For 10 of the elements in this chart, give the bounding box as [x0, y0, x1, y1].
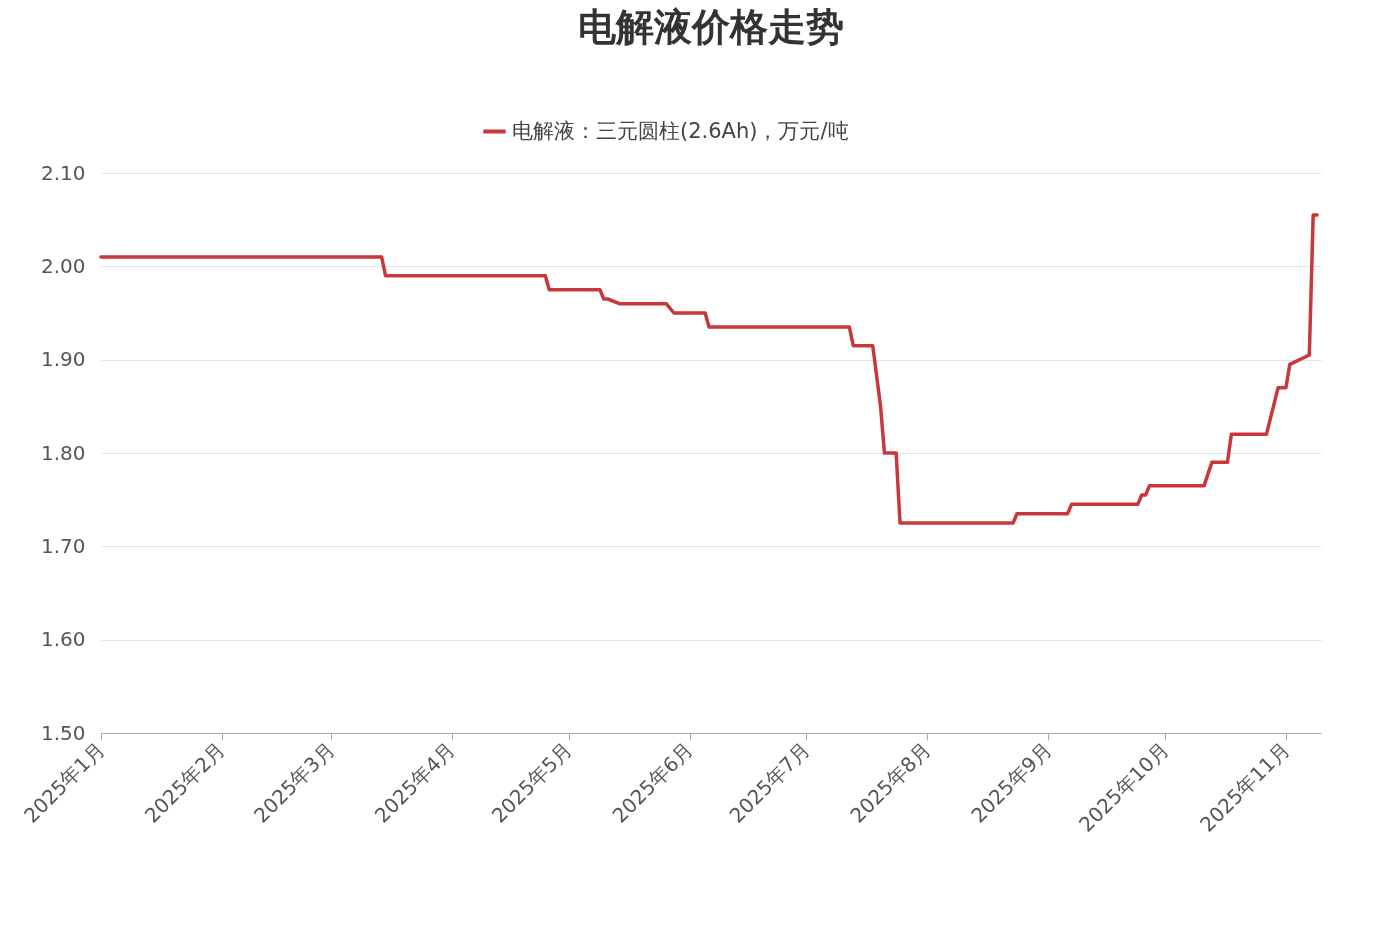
y-tick-label: 1.90	[40, 347, 86, 372]
y-tick-label: 2.10	[40, 160, 86, 185]
y-tick-label: 1.70	[40, 533, 86, 558]
line-series	[99, 213, 1319, 525]
y-tick-label: 1.80	[40, 440, 86, 465]
y-tick-label: 1.60	[40, 627, 86, 652]
y-tick-label: 1.50	[40, 720, 86, 745]
y-tick-label: 2.00	[40, 253, 86, 278]
chart-title: 电解液价格走势	[578, 5, 844, 49]
legend-label: 电解液：三元圆柱(2.6Ah)，万元/吨	[512, 118, 849, 143]
